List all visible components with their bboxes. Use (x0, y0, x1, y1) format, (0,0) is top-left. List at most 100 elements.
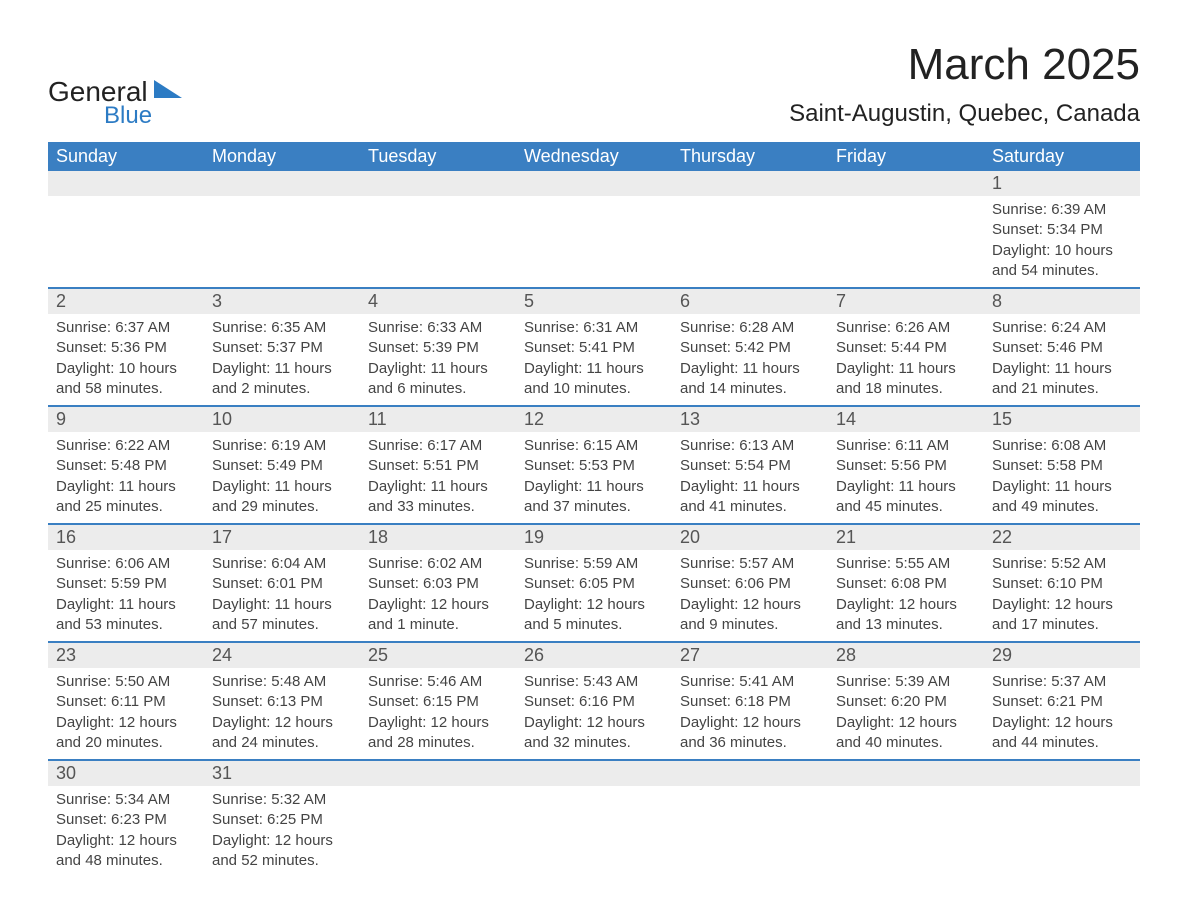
daylight-text: and 45 minutes. (836, 497, 976, 517)
sunrise-text: Sunrise: 6:04 AM (212, 554, 352, 574)
day-cell: Sunrise: 6:28 AMSunset: 5:42 PMDaylight:… (672, 314, 828, 406)
day-cell: Sunrise: 6:15 AMSunset: 5:53 PMDaylight:… (516, 432, 672, 524)
daylight-text: and 1 minute. (368, 615, 508, 635)
daylight-text: and 48 minutes. (56, 851, 196, 871)
daynum-row: 3031 (48, 760, 1140, 786)
sunset-text: Sunset: 5:49 PM (212, 456, 352, 476)
day-number (48, 171, 204, 196)
daylight-text: Daylight: 12 hours (992, 595, 1132, 615)
sunrise-text: Sunrise: 5:55 AM (836, 554, 976, 574)
daylight-text: Daylight: 12 hours (368, 595, 508, 615)
sunset-text: Sunset: 6:18 PM (680, 692, 820, 712)
daylight-text: and 24 minutes. (212, 733, 352, 753)
day-number (516, 171, 672, 196)
day-number: 20 (672, 524, 828, 550)
sunset-text: Sunset: 6:23 PM (56, 810, 196, 830)
day-number: 23 (48, 642, 204, 668)
daylight-text: Daylight: 12 hours (680, 595, 820, 615)
sunset-text: Sunset: 5:56 PM (836, 456, 976, 476)
sunset-text: Sunset: 6:21 PM (992, 692, 1132, 712)
sunset-text: Sunset: 5:58 PM (992, 456, 1132, 476)
sunrise-text: Sunrise: 6:26 AM (836, 318, 976, 338)
day-number (828, 760, 984, 786)
day-cell: Sunrise: 6:35 AMSunset: 5:37 PMDaylight:… (204, 314, 360, 406)
sunset-text: Sunset: 5:39 PM (368, 338, 508, 358)
day-number: 22 (984, 524, 1140, 550)
daylight-text: and 28 minutes. (368, 733, 508, 753)
sunrise-text: Sunrise: 5:32 AM (212, 790, 352, 810)
day-number: 16 (48, 524, 204, 550)
sunrise-text: Sunrise: 6:33 AM (368, 318, 508, 338)
day-cell (204, 196, 360, 288)
daylight-text: Daylight: 12 hours (368, 713, 508, 733)
day-cell (672, 786, 828, 877)
month-title: March 2025 (789, 40, 1140, 90)
daylight-text: and 18 minutes. (836, 379, 976, 399)
day-cell: Sunrise: 6:26 AMSunset: 5:44 PMDaylight:… (828, 314, 984, 406)
sunrise-text: Sunrise: 6:02 AM (368, 554, 508, 574)
day-cell: Sunrise: 6:13 AMSunset: 5:54 PMDaylight:… (672, 432, 828, 524)
daylight-text: and 20 minutes. (56, 733, 196, 753)
daylight-text: Daylight: 11 hours (212, 359, 352, 379)
daylight-text: Daylight: 12 hours (56, 831, 196, 851)
sunrise-text: Sunrise: 6:17 AM (368, 436, 508, 456)
sunrise-text: Sunrise: 6:13 AM (680, 436, 820, 456)
daylight-text: and 57 minutes. (212, 615, 352, 635)
daylight-text: Daylight: 11 hours (212, 595, 352, 615)
day-cell: Sunrise: 6:31 AMSunset: 5:41 PMDaylight:… (516, 314, 672, 406)
sunset-text: Sunset: 6:08 PM (836, 574, 976, 594)
daylight-text: Daylight: 11 hours (680, 477, 820, 497)
daylight-text: and 49 minutes. (992, 497, 1132, 517)
day-number (672, 760, 828, 786)
day-number: 29 (984, 642, 1140, 668)
daycontent-row: Sunrise: 6:37 AMSunset: 5:36 PMDaylight:… (48, 314, 1140, 406)
day-cell: Sunrise: 5:32 AMSunset: 6:25 PMDaylight:… (204, 786, 360, 877)
day-cell (828, 196, 984, 288)
day-number: 1 (984, 171, 1140, 196)
day-header: Thursday (672, 142, 828, 171)
day-number (360, 171, 516, 196)
daylight-text: Daylight: 11 hours (992, 477, 1132, 497)
daylight-text: Daylight: 11 hours (56, 477, 196, 497)
logo-triangle-icon (154, 80, 182, 98)
sunrise-text: Sunrise: 6:22 AM (56, 436, 196, 456)
sunrise-text: Sunrise: 6:37 AM (56, 318, 196, 338)
daycontent-row: Sunrise: 6:06 AMSunset: 5:59 PM Daylight:… (48, 550, 1140, 642)
daylight-text: Daylight: 11 hours (524, 477, 664, 497)
day-cell: Sunrise: 6:22 AMSunset: 5:48 PMDaylight:… (48, 432, 204, 524)
sunset-text: Sunset: 6:16 PM (524, 692, 664, 712)
sunrise-text: Sunrise: 5:59 AM (524, 554, 664, 574)
daylight-text: Daylight: 11 hours (836, 359, 976, 379)
day-cell (984, 786, 1140, 877)
day-cell: Sunrise: 5:48 AMSunset: 6:13 PMDaylight:… (204, 668, 360, 760)
logo: General Blue (48, 76, 182, 130)
sunset-text: Sunset: 5:59 PM (56, 574, 196, 594)
day-cell: Sunrise: 5:41 AMSunset: 6:18 PMDaylight:… (672, 668, 828, 760)
day-cell: Sunrise: 5:34 AMSunset: 6:23 PMDaylight:… (48, 786, 204, 877)
daylight-text: and 29 minutes. (212, 497, 352, 517)
sunset-text: Sunset: 6:10 PM (992, 574, 1132, 594)
daylight-text: and 13 minutes. (836, 615, 976, 635)
day-number: 4 (360, 288, 516, 314)
day-cell (360, 196, 516, 288)
day-cell (672, 196, 828, 288)
day-number (828, 171, 984, 196)
day-number (204, 171, 360, 196)
daylight-text: Daylight: 12 hours (680, 713, 820, 733)
daycontent-row: Sunrise: 6:39 AMSunset: 5:34 PMDaylight:… (48, 196, 1140, 288)
day-cell: Sunrise: 6:19 AMSunset: 5:49 PMDaylight:… (204, 432, 360, 524)
day-number: 21 (828, 524, 984, 550)
sunrise-text: Sunrise: 6:24 AM (992, 318, 1132, 338)
day-number: 24 (204, 642, 360, 668)
sunrise-text: Sunrise: 6:06 AM (56, 554, 196, 574)
sunset-text: Sunset: 5:46 PM (992, 338, 1132, 358)
daylight-text: Daylight: 11 hours (212, 477, 352, 497)
sunset-text: Sunset: 6:11 PM (56, 692, 196, 712)
daynum-row: 23242526272829 (48, 642, 1140, 668)
sunrise-text: Sunrise: 6:39 AM (992, 200, 1132, 220)
sunset-text: Sunset: 5:34 PM (992, 220, 1132, 240)
day-number: 5 (516, 288, 672, 314)
day-number: 12 (516, 406, 672, 432)
day-number: 17 (204, 524, 360, 550)
daylight-text: Daylight: 10 hours (992, 241, 1132, 261)
